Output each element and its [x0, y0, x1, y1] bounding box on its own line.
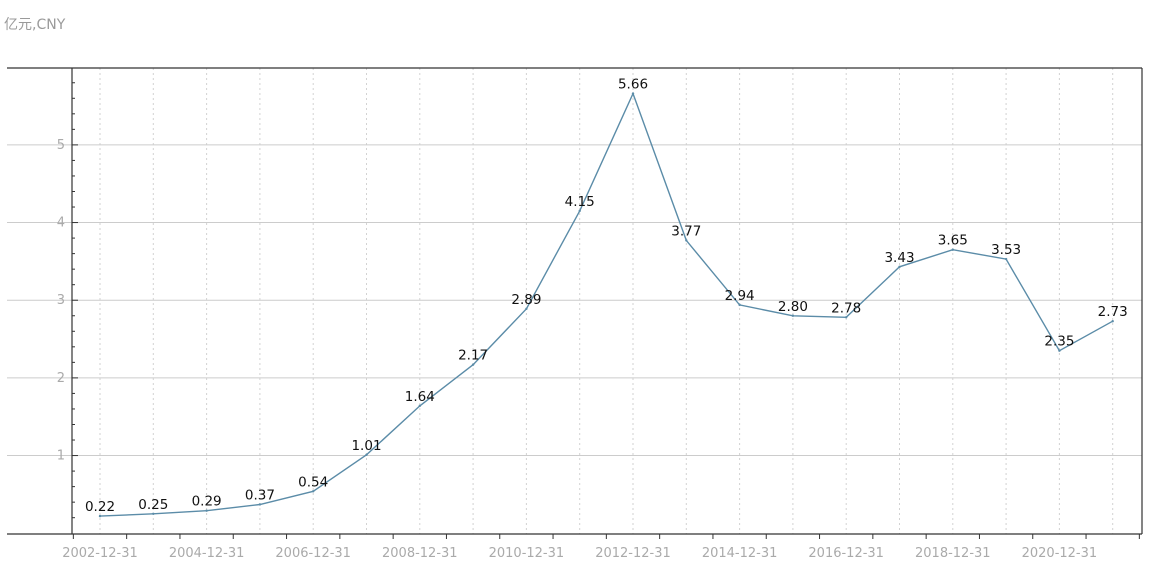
data-point — [525, 307, 528, 310]
data-label: 1.01 — [351, 438, 381, 454]
axes — [7, 67, 1143, 535]
x-tick-label: 2016-12-31 — [808, 546, 884, 561]
data-point — [471, 363, 475, 366]
data-label: 2.17 — [458, 348, 488, 364]
data-label: 4.15 — [565, 194, 595, 210]
data-label: 0.37 — [245, 487, 275, 503]
x-tick-label: 2018-12-31 — [915, 546, 991, 561]
data-point — [365, 453, 368, 456]
data-point — [738, 303, 741, 307]
data-label: 2.35 — [1044, 334, 1074, 350]
unit-label: 亿元,CNY — [4, 17, 66, 33]
y-tick-label: 1 — [57, 449, 65, 464]
y-tick-label: 3 — [57, 293, 65, 308]
data-label: 0.25 — [138, 497, 168, 513]
y-tick-label: 5 — [57, 138, 65, 153]
y-tick-label: 2 — [57, 371, 65, 386]
x-tick-label: 2010-12-31 — [489, 546, 565, 561]
data-label: 3.43 — [884, 250, 914, 266]
data-point — [951, 248, 954, 251]
data-point — [152, 512, 155, 516]
data-label: 3.77 — [671, 223, 701, 239]
data-point — [898, 265, 901, 269]
series-line — [99, 91, 1114, 517]
x-tick-label: 2014-12-31 — [702, 546, 778, 561]
x-tick-label: 2004-12-31 — [169, 546, 245, 561]
data-label: 2.80 — [778, 299, 808, 315]
data-point — [685, 239, 688, 242]
data-point — [1004, 257, 1008, 261]
data-label: 2.78 — [831, 300, 861, 316]
x-tick-label: 2006-12-31 — [275, 546, 351, 561]
data-label: 0.29 — [192, 494, 222, 510]
data-label: 2.73 — [1098, 304, 1128, 320]
data-label: 3.53 — [991, 242, 1021, 258]
data-label: 0.22 — [85, 499, 115, 515]
data-point — [258, 503, 262, 506]
x-tick-label: 2012-12-31 — [595, 546, 671, 561]
data-label: 3.65 — [938, 233, 968, 249]
data-point — [578, 209, 581, 213]
x-tick-label: 2008-12-31 — [382, 546, 458, 561]
x-tick-label: 2002-12-31 — [62, 546, 138, 561]
data-point — [791, 314, 795, 317]
data-label: 5.66 — [618, 77, 648, 93]
data-label: 2.94 — [725, 288, 755, 304]
data-point — [845, 316, 848, 319]
data-labels: 0.22 0.25 0.29 0.37 0.54 1.01 1.64 2.17 2.89 4.15… — [85, 77, 1128, 516]
data-point — [98, 514, 102, 518]
data-point — [312, 490, 315, 493]
data-label: 0.54 — [298, 474, 328, 490]
grid-lines — [7, 68, 1142, 534]
data-point — [1058, 349, 1061, 352]
series-group — [98, 91, 1114, 518]
data-point — [205, 509, 208, 512]
data-point — [631, 92, 635, 95]
data-label: 1.64 — [405, 389, 435, 405]
data-point — [1111, 319, 1114, 323]
x-axis-ticks: 2002-12-31 2004-12-31 2006-12-31 2008-12-31… — [62, 534, 1140, 561]
x-tick-label: 2020-12-31 — [1022, 546, 1098, 561]
y-axis-ticks: 1 2 3 4 5 — [57, 138, 65, 464]
data-point — [418, 404, 421, 408]
y-tick-label: 4 — [57, 216, 65, 231]
data-label: 2.89 — [511, 292, 541, 308]
